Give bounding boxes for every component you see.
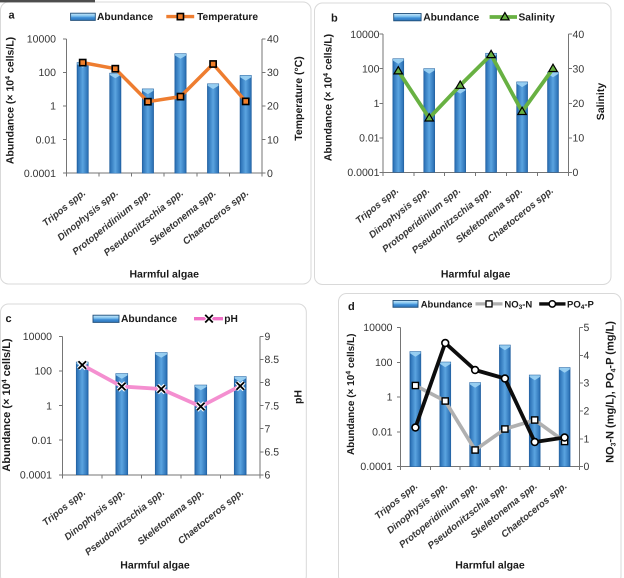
svg-text:10000: 10000: [363, 322, 392, 334]
svg-text:0.0001: 0.0001: [347, 167, 379, 179]
svg-text:0.0001: 0.0001: [360, 461, 392, 473]
svg-text:pH: pH: [293, 390, 305, 404]
svg-text:1: 1: [46, 400, 52, 412]
svg-text:100: 100: [38, 67, 56, 79]
svg-text:6: 6: [265, 469, 271, 481]
svg-text:Abundance (× 104 cells/L): Abundance (× 104 cells/L): [5, 37, 17, 164]
svg-text:10: 10: [573, 132, 585, 144]
svg-text:0.01: 0.01: [32, 435, 53, 447]
svg-text:Salinity: Salinity: [595, 83, 607, 121]
svg-text:Harmful algae: Harmful algae: [129, 269, 199, 281]
svg-text:0.01: 0.01: [372, 426, 393, 438]
svg-text:0: 0: [573, 167, 579, 179]
svg-text:Harmful algae: Harmful algae: [441, 269, 511, 281]
svg-text:30: 30: [573, 63, 585, 75]
svg-text:0.01: 0.01: [359, 132, 380, 144]
svg-text:6.5: 6.5: [265, 446, 280, 458]
svg-text:0: 0: [267, 168, 273, 180]
svg-text:1: 1: [584, 433, 590, 445]
svg-text:7.5: 7.5: [265, 400, 280, 412]
svg-text:8: 8: [265, 377, 271, 389]
svg-text:0: 0: [584, 461, 590, 473]
svg-text:10000: 10000: [27, 34, 56, 46]
svg-text:20: 20: [573, 98, 585, 110]
svg-text:0.0001: 0.0001: [20, 469, 52, 481]
svg-text:10: 10: [267, 134, 279, 146]
svg-text:Abundance (× 104 cells/L): Abundance (× 104 cells/L): [323, 34, 335, 161]
svg-text:Harmful algae: Harmful algae: [120, 560, 190, 572]
svg-text:3: 3: [584, 378, 590, 390]
svg-text:7: 7: [265, 423, 271, 435]
svg-text:10000: 10000: [23, 331, 52, 343]
svg-text:d: d: [348, 301, 355, 313]
svg-text:1: 1: [50, 101, 56, 113]
svg-text:20: 20: [267, 101, 279, 113]
svg-text:Abundance (× 104 cells/L): Abundance (× 104 cells/L): [1, 338, 13, 472]
svg-text:8.5: 8.5: [265, 354, 280, 366]
svg-text:PO4-P: PO4-P: [567, 299, 595, 311]
svg-text:Temperature: Temperature: [197, 12, 258, 23]
svg-text:Abundance: Abundance: [121, 314, 177, 325]
svg-text:2: 2: [584, 406, 590, 418]
svg-text:9: 9: [265, 331, 271, 343]
svg-text:10000: 10000: [350, 29, 379, 41]
svg-text:Harmful algae: Harmful algae: [455, 560, 525, 572]
svg-text:Abundance: Abundance: [423, 13, 479, 24]
svg-text:0.01: 0.01: [36, 134, 57, 146]
svg-text:0.0001: 0.0001: [24, 168, 56, 180]
svg-text:pH: pH: [224, 314, 238, 325]
svg-text:b: b: [331, 13, 338, 25]
svg-text:Salinity: Salinity: [519, 13, 556, 24]
svg-text:c: c: [6, 313, 12, 325]
svg-text:Abundance: Abundance: [97, 12, 153, 23]
svg-text:4: 4: [584, 350, 590, 362]
svg-text:40: 40: [267, 34, 279, 46]
svg-text:NO3-N (mg/L), PO4-P (mg/L): NO3-N (mg/L), PO4-P (mg/L): [605, 321, 618, 463]
svg-text:a: a: [9, 10, 16, 22]
svg-text:30: 30: [267, 67, 279, 79]
svg-text:1: 1: [387, 392, 393, 404]
svg-text:100: 100: [34, 366, 52, 378]
svg-text:100: 100: [362, 63, 380, 75]
svg-text:NO3-N: NO3-N: [504, 299, 532, 311]
svg-text:1: 1: [374, 98, 380, 110]
svg-text:100: 100: [375, 357, 393, 369]
svg-text:Temperature (°C): Temperature (°C): [293, 56, 305, 141]
svg-text:Abundance: Abundance: [421, 299, 473, 310]
svg-text:5: 5: [584, 322, 590, 334]
svg-text:40: 40: [573, 29, 585, 41]
svg-text:Abundance (× 104 cells/L): Abundance (× 104 cells/L): [346, 334, 358, 455]
